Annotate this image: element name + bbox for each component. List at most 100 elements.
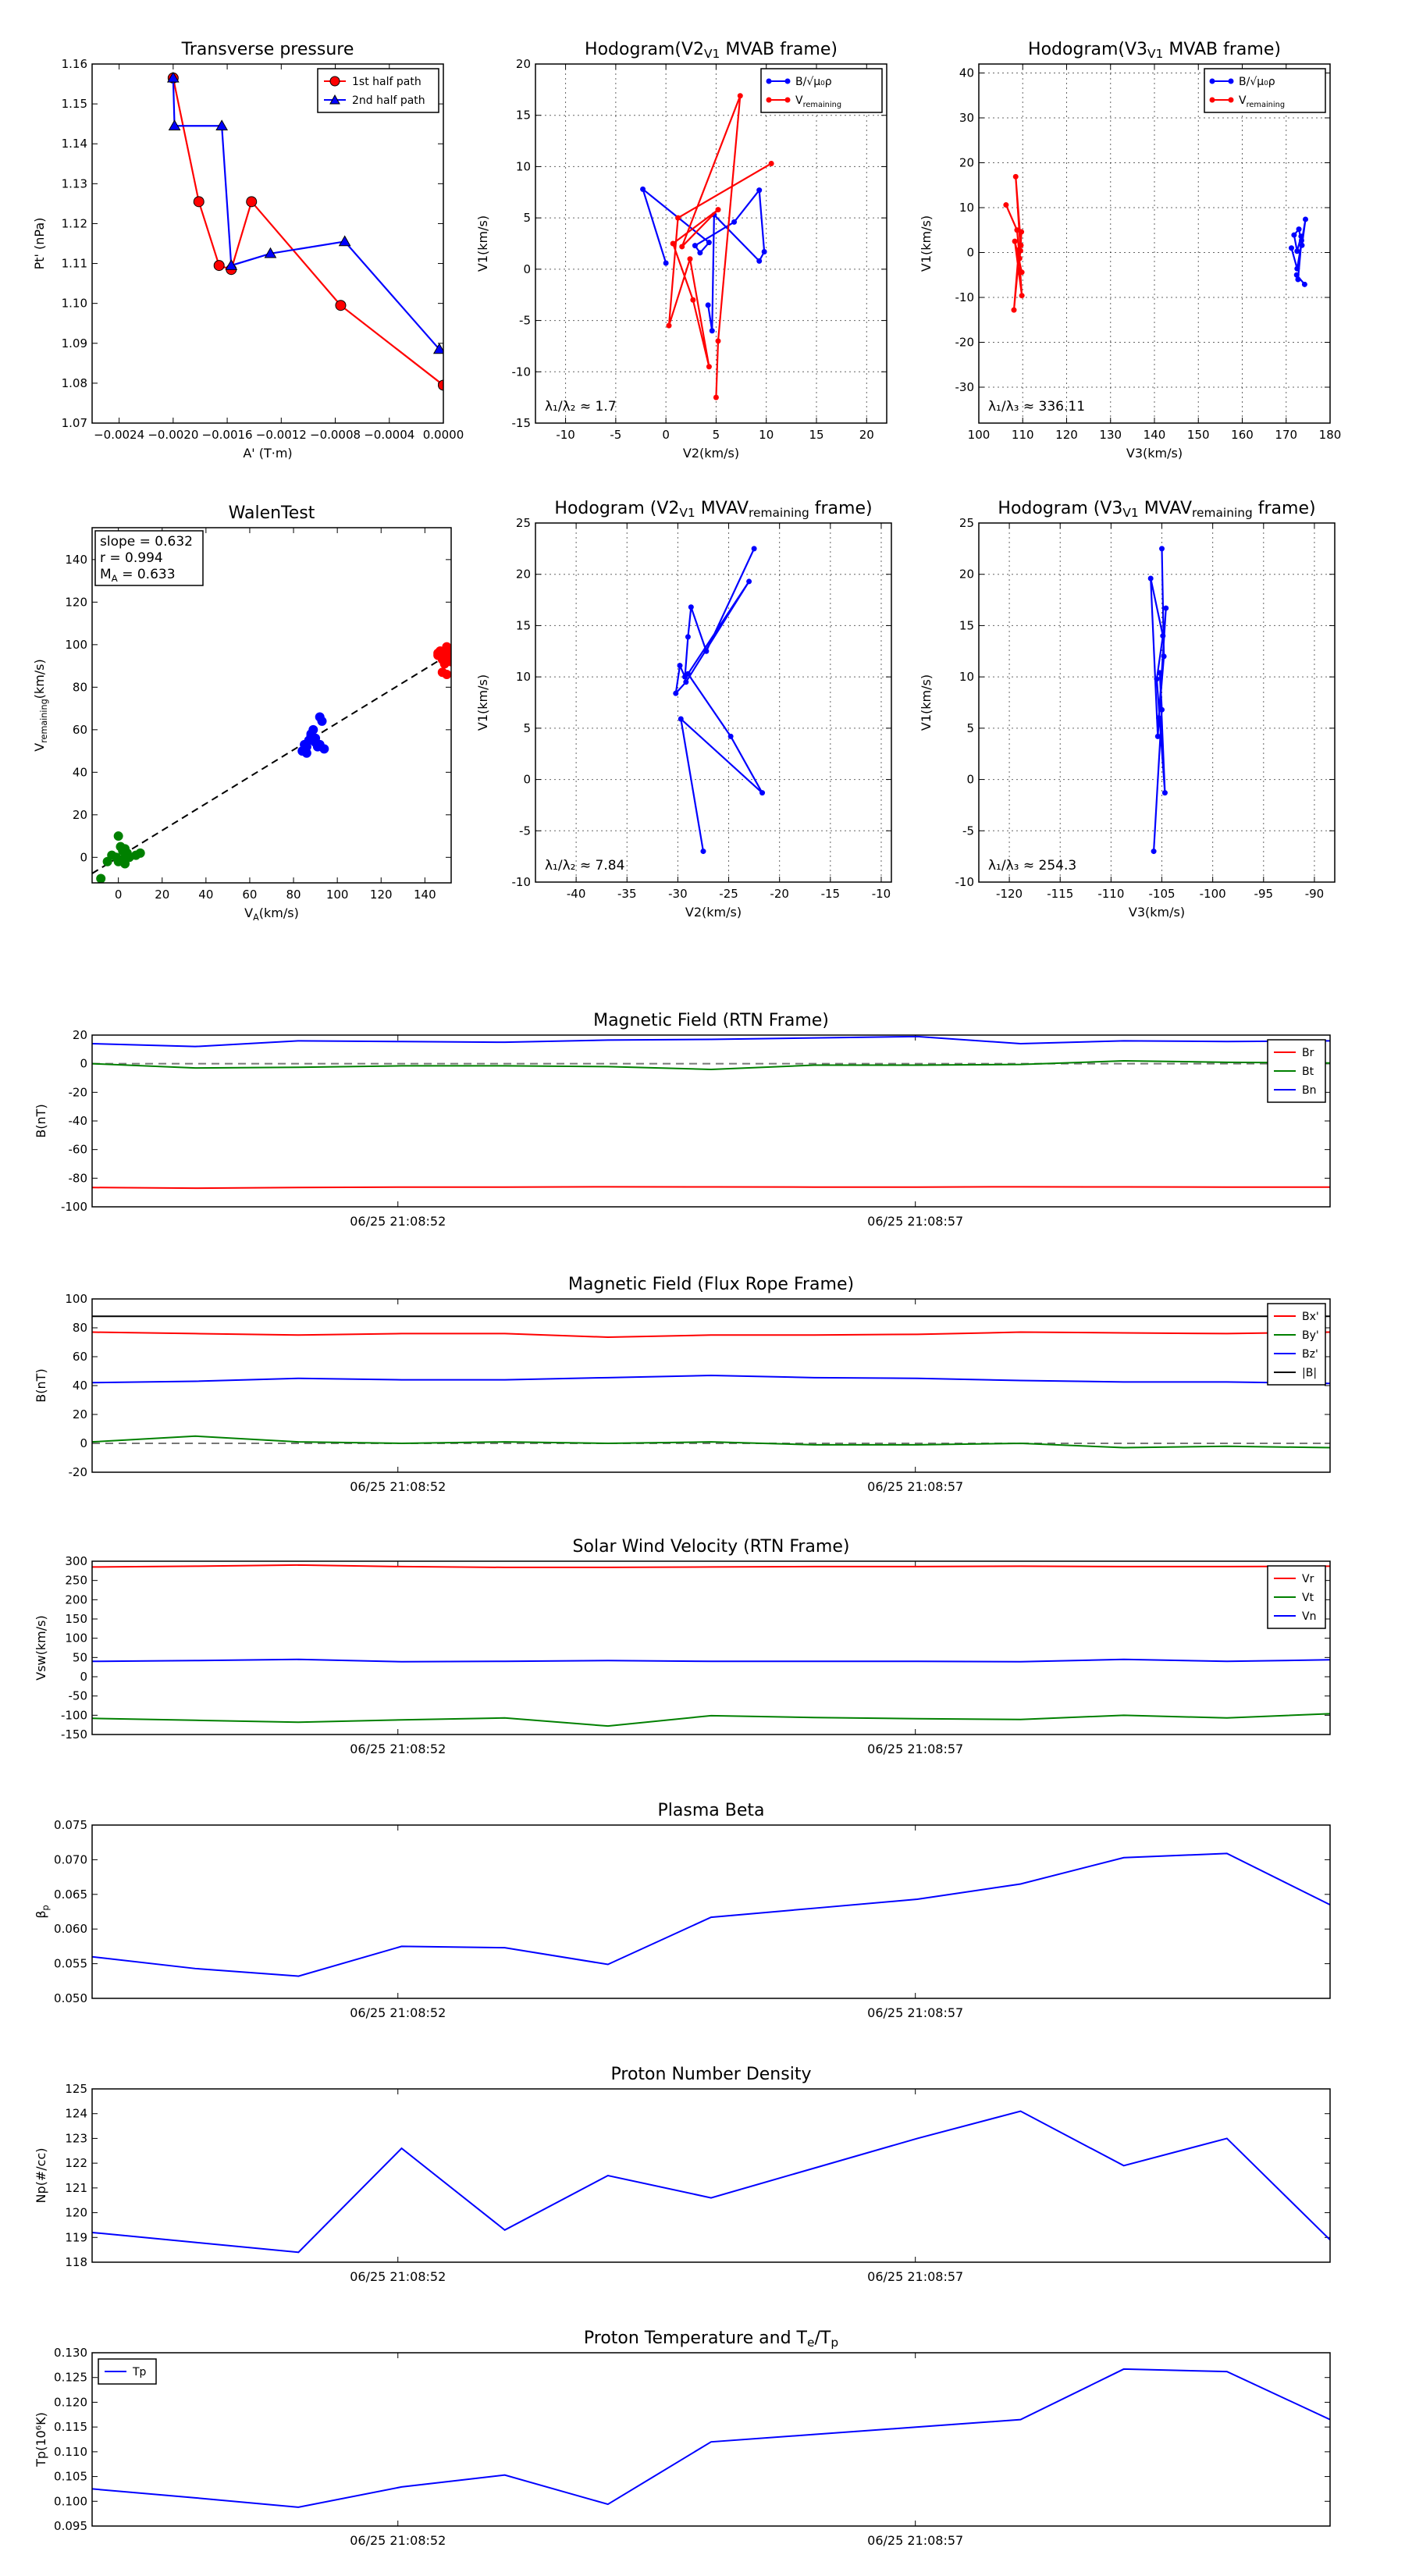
data-point: [315, 739, 325, 749]
series-line-Bt: [92, 1059, 1330, 1071]
plot-area: [166, 71, 443, 391]
xtick-label: 0: [662, 428, 670, 442]
ytick-label: 25: [516, 516, 531, 530]
chart-title: Proton Temperature and Te​/Tp​: [584, 2329, 838, 2350]
ytick-label: 5: [523, 721, 531, 735]
legend-box: [1204, 68, 1326, 113]
data-point: [113, 856, 123, 866]
data-point: [264, 247, 277, 258]
ratio-annotation: λ₁/λ₃ ≈ 254.3: [988, 858, 1076, 873]
data-point: [301, 748, 311, 758]
legend-label: Vr: [1302, 1573, 1314, 1585]
ytick-label: 119: [65, 2230, 87, 2244]
ytick-label: 200: [65, 1592, 87, 1606]
data-point: [685, 634, 691, 640]
y-axis-label: V1(km/s): [919, 215, 934, 272]
stats-line: r = 0.994: [100, 550, 163, 566]
legend-marker: [1209, 78, 1215, 84]
data-point: [1151, 849, 1157, 855]
axes-frame: [978, 522, 1336, 883]
axes-frame: [91, 63, 444, 424]
ytick-label: -80: [69, 1171, 88, 1185]
chart-title: Proton Number Density: [611, 2065, 812, 2084]
xtick-label: -100: [1200, 887, 1226, 901]
axes-frame: [91, 1560, 1331, 1735]
data-point: [1019, 293, 1025, 299]
panel-h21: Hodogram(V2V1​ MVAB frame) -15 -10 -5 0 5 10 15…: [475, 40, 887, 461]
data-point: [102, 856, 112, 866]
ytick-label: 60: [73, 723, 87, 737]
ytick-label: 100: [65, 1631, 87, 1646]
xtick-label: 0.0000: [423, 428, 464, 442]
data-point: [225, 259, 238, 270]
data-point: [246, 196, 258, 208]
legend-box: [760, 68, 883, 113]
ytick-label: 80: [73, 680, 87, 694]
data-point: [688, 604, 694, 610]
ytick-label: 0.125: [54, 2371, 87, 2385]
data-point: [135, 848, 145, 858]
xtick-label: 20: [155, 888, 169, 902]
xtick-label: -40: [567, 887, 586, 901]
ytick-label: 60: [73, 1350, 87, 1364]
series-line-By: [92, 1435, 1330, 1449]
xtick-label: 160: [1231, 428, 1254, 442]
stats-box: [94, 530, 204, 586]
legend-label: 2nd half path: [352, 94, 425, 107]
ytick-label: 0: [966, 773, 974, 787]
data-point: [700, 849, 706, 855]
ytick-label: -100: [61, 1200, 87, 1214]
xtick-label: -35: [617, 887, 637, 901]
data-point: [663, 260, 669, 266]
ytick-label: -60: [69, 1143, 88, 1157]
ytick-label: 80: [73, 1321, 87, 1335]
ytick-label: 0.130: [54, 2346, 87, 2360]
legend-label: Bn: [1302, 1084, 1316, 1097]
plot-area: [92, 2110, 1330, 2254]
panel-h31: Hodogram(V3V1​ MVAB frame) -30 -20 -10 0 10 20…: [919, 40, 1341, 461]
data-point: [1296, 226, 1302, 233]
xtick-label: -120: [996, 887, 1023, 901]
data-point: [1294, 248, 1300, 254]
ytick-label: 120: [65, 2206, 87, 2220]
series-line-1sthalfpath: [172, 77, 443, 386]
ytick-label: 300: [65, 1554, 87, 1568]
data-point: [1298, 237, 1304, 244]
panel-tp_temp: Proton Temperature and Te​/Tp​ 0.095 0.100…: [34, 2329, 1331, 2548]
plot-area: [92, 1315, 1330, 1449]
ytick-label: -15: [512, 416, 532, 430]
data-point: [751, 546, 757, 552]
xtick-label: 80: [286, 888, 301, 902]
ytick-label: 1.15: [62, 97, 87, 111]
xtick-label: 120: [1055, 428, 1078, 442]
ytick-label: 10: [516, 670, 531, 684]
legend-label: Br: [1302, 1047, 1314, 1059]
data-point: [677, 663, 683, 669]
legend-marker: [1228, 97, 1234, 103]
axes-frame: [91, 527, 452, 884]
data-point: [703, 648, 710, 654]
xtick-label: 15: [809, 428, 823, 442]
xtick-label: -30: [668, 887, 688, 901]
panel-hr21: Hodogram (V2V1​ MVAVremaining​ frame) -10…: [475, 499, 892, 920]
legend-label: Bx': [1302, 1311, 1319, 1323]
ytick-label: -20: [69, 1085, 88, 1099]
chart-title: Magnetic Field (Flux Rope Frame): [568, 1275, 854, 1294]
data-point: [709, 328, 715, 334]
time-tick-label: 06/25 21:08:57: [867, 1479, 963, 1494]
legend: Tp: [98, 2358, 157, 2385]
data-point: [446, 648, 451, 658]
ytick-label: 0: [523, 262, 531, 276]
plot-area: [640, 93, 774, 400]
legend: B/√μ₀ρ Vremaining​: [760, 68, 883, 113]
ytick-label: 10: [516, 159, 531, 173]
xtick-label: 130: [1099, 428, 1122, 442]
plot-area: [92, 1564, 1330, 1727]
axes-frame: [91, 2352, 1331, 2527]
data-point: [442, 669, 451, 679]
ytick-label: 1.10: [62, 297, 87, 311]
legend-label: Vremaining​: [795, 94, 841, 109]
xtick-label: -95: [1254, 887, 1274, 901]
data-point: [1003, 202, 1009, 208]
axes-frame: [978, 63, 1331, 424]
